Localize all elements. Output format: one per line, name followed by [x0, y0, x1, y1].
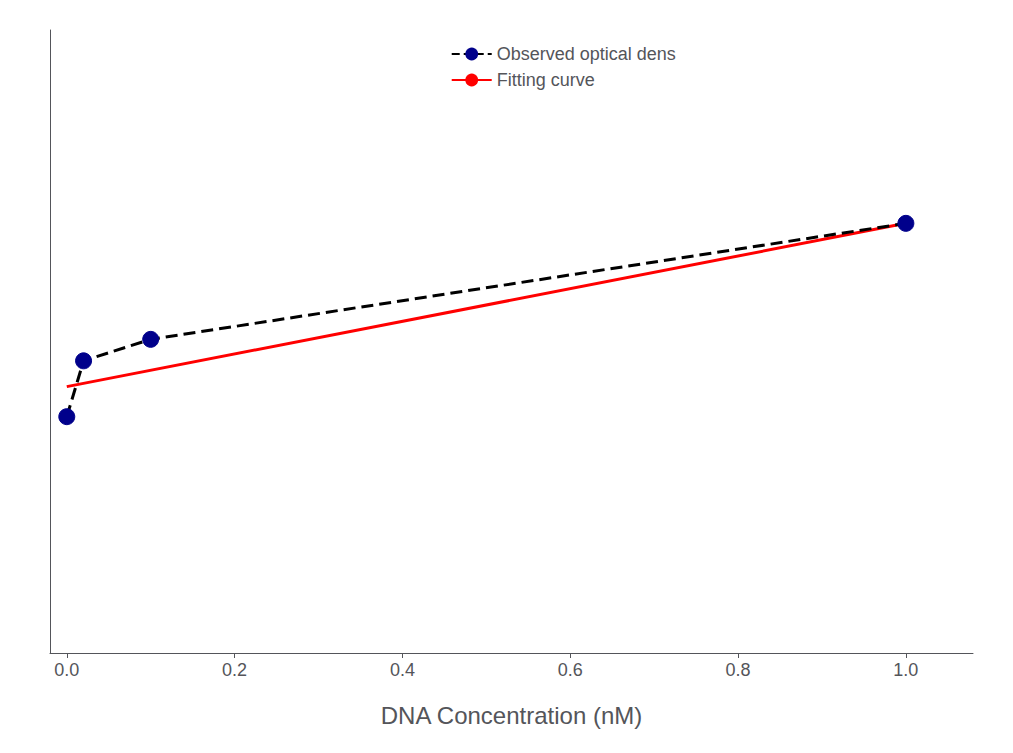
svg-text:Observed optical dens: Observed optical dens [497, 44, 676, 64]
svg-text:DNA Concentration (nM): DNA Concentration (nM) [381, 702, 642, 729]
svg-text:1.0: 1.0 [893, 660, 918, 680]
svg-text:0.2: 0.2 [222, 660, 247, 680]
svg-text:0.6: 0.6 [558, 660, 583, 680]
svg-text:0.0: 0.0 [54, 660, 79, 680]
svg-text:0.8: 0.8 [726, 660, 751, 680]
svg-text:0.4: 0.4 [390, 660, 415, 680]
svg-text:Fitting curve: Fitting curve [497, 70, 595, 90]
